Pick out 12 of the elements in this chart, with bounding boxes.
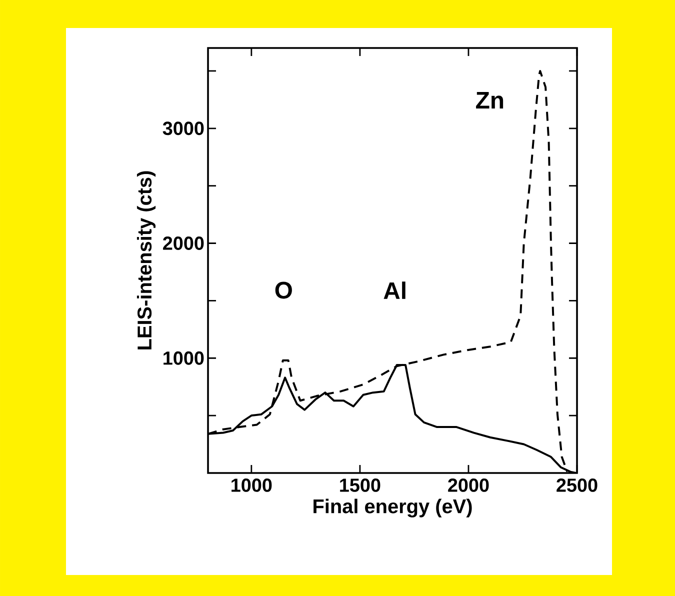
- x-axis-title: Final energy (eV): [314, 498, 472, 518]
- annotation: Al: [384, 282, 406, 299]
- annotation: O: [275, 282, 292, 299]
- x-tick-label: 2500: [556, 478, 598, 492]
- y-axis-title: LEIS-intensity (cts): [136, 171, 156, 350]
- annotation: Zn: [476, 92, 504, 108]
- x-tick-label: 1500: [340, 478, 380, 492]
- x-tick-label: 2000: [448, 478, 489, 492]
- x-tick-label: 1000: [232, 478, 272, 492]
- y-tick-label: 3000: [162, 122, 204, 136]
- y-tick-label: 1000: [164, 351, 204, 365]
- y-tick-label: 2000: [163, 236, 204, 250]
